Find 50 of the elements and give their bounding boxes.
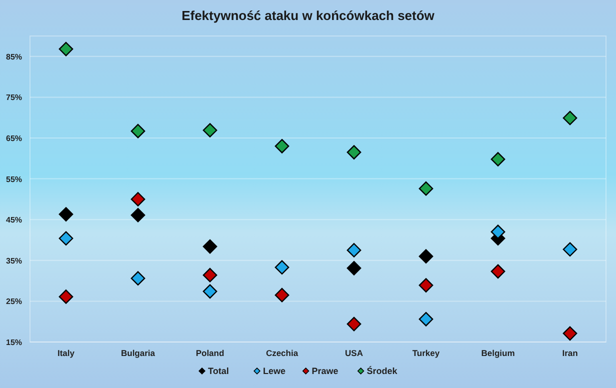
point xyxy=(274,260,290,275)
point xyxy=(274,288,290,302)
y-tick-label: 85% xyxy=(6,52,22,62)
point xyxy=(58,207,74,222)
point xyxy=(202,268,218,282)
point xyxy=(346,260,362,276)
point xyxy=(418,278,434,292)
legend-label: Total xyxy=(208,366,229,376)
point xyxy=(130,192,146,206)
x-tick-label: Iran xyxy=(562,348,578,358)
x-tick-label: Turkey xyxy=(412,348,440,358)
point xyxy=(58,42,74,56)
point xyxy=(202,239,218,254)
y-tick-label: 35% xyxy=(6,256,22,266)
x-tick-label: USA xyxy=(345,348,363,358)
x-tick-label: Bulgaria xyxy=(120,348,156,358)
point xyxy=(202,123,218,138)
point xyxy=(130,271,146,286)
point xyxy=(490,152,506,166)
point xyxy=(274,138,290,154)
point xyxy=(418,249,434,264)
x-tick-label: Belgium xyxy=(481,348,516,358)
x-tick-label: Italy xyxy=(57,348,75,358)
y-tick-label: 65% xyxy=(6,134,22,143)
x-tick-label: Czechia xyxy=(266,348,298,358)
chart-title: Efektywność ataku w końcówkach setów xyxy=(182,8,436,23)
point xyxy=(490,264,506,279)
y-tick-label: 75% xyxy=(6,93,22,102)
point xyxy=(346,243,362,258)
point xyxy=(346,145,362,160)
point xyxy=(58,231,74,246)
point xyxy=(562,326,578,341)
legend-label: Lewe xyxy=(263,366,286,376)
y-tick-label: 25% xyxy=(6,297,22,306)
y-tick-label: 15% xyxy=(6,338,22,347)
point xyxy=(418,312,434,326)
point xyxy=(562,110,578,126)
legend-label: Środek xyxy=(366,366,398,376)
point xyxy=(58,290,74,304)
y-tick-label: 55% xyxy=(6,174,22,184)
y-tick-label: 45% xyxy=(6,216,22,225)
x-tick-label: Poland xyxy=(196,348,224,358)
point xyxy=(418,181,434,196)
point xyxy=(490,224,506,240)
point xyxy=(562,242,578,257)
point xyxy=(202,284,218,299)
point xyxy=(130,208,146,222)
legend-label: Prawe xyxy=(312,366,338,376)
point xyxy=(346,316,362,332)
point xyxy=(130,124,146,138)
